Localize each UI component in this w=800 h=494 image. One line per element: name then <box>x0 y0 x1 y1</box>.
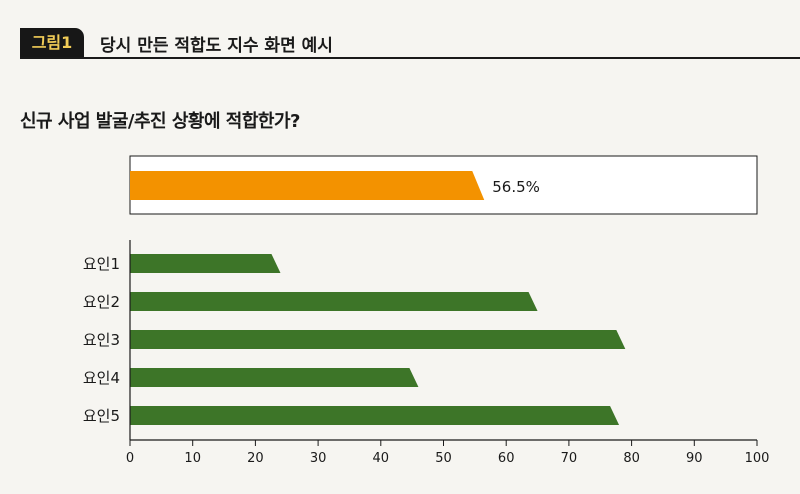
overall-score-layer: 56.5% <box>130 171 540 200</box>
category-label: 요인4 <box>83 369 120 387</box>
category-label: 요인2 <box>83 293 120 311</box>
overall-score-bar <box>130 171 485 200</box>
factor-bars-layer: 요인1 요인2 요인3 요인4 요인5 <box>83 254 626 425</box>
x-tick-label: 50 <box>435 451 452 466</box>
category-label: 요인1 <box>83 255 120 273</box>
factor-bar <box>130 368 419 387</box>
x-tick-label: 10 <box>184 451 201 466</box>
x-tick-label: 90 <box>686 451 703 466</box>
question-text: 신규 사업 발굴/추진 상황에 적합한가? <box>20 111 300 132</box>
factor-bar <box>130 254 281 273</box>
figure-header: 그림1 당시 만든 적합도 지수 화면 예시 <box>20 28 800 59</box>
header-divider <box>20 57 800 59</box>
x-tick-label: 70 <box>561 451 578 466</box>
x-axis: 0 10 20 30 40 50 60 70 80 90 100 <box>126 240 770 466</box>
factor-bar <box>130 406 620 425</box>
category-label: 요인5 <box>83 407 120 425</box>
x-tick-label: 40 <box>373 451 390 466</box>
x-tick-label: 30 <box>310 451 327 466</box>
category-label: 요인3 <box>83 331 120 349</box>
x-tick-label: 0 <box>126 451 134 466</box>
x-tick-label: 20 <box>247 451 264 466</box>
factor-bar <box>130 292 538 311</box>
figure-tag: 그림1 <box>20 28 84 57</box>
x-tick-label: 60 <box>498 451 515 466</box>
overall-score-label: 56.5% <box>492 178 540 196</box>
x-tick-label: 100 <box>745 451 770 466</box>
factor-bar <box>130 330 626 349</box>
x-tick-label: 80 <box>623 451 640 466</box>
figure-title: 당시 만든 적합도 지수 화면 예시 <box>100 36 333 56</box>
